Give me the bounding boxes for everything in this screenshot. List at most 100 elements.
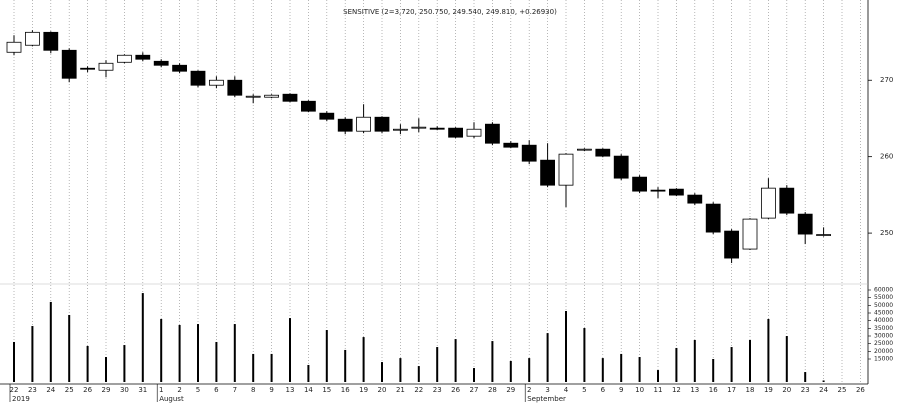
x-tick-label: 9: [619, 386, 623, 394]
x-tick-label: 6: [214, 386, 219, 394]
candle-body: [761, 187, 776, 219]
y-tick-label: 45000: [874, 310, 893, 317]
volume-bar: [381, 362, 383, 382]
candle-body: [724, 230, 739, 259]
candle-body: [227, 79, 243, 96]
y-tick-label: 50000: [874, 302, 893, 309]
volume-bar: [638, 357, 641, 382]
candle-body: [650, 189, 666, 192]
x-tick-label: 21: [396, 386, 405, 394]
x-tick-label: 5: [196, 386, 200, 394]
x-tick-label: 7: [233, 386, 237, 394]
volume-bar: [657, 370, 659, 382]
x-tick-label: 20: [782, 386, 791, 394]
volume-bar: [233, 324, 236, 382]
volume-bar: [325, 330, 328, 382]
y-tick-label: 250: [880, 229, 893, 237]
candle-body: [577, 148, 592, 151]
candle-body: [411, 126, 427, 129]
volume-bar: [693, 339, 696, 382]
month-label: August: [159, 395, 184, 403]
volume-bar: [491, 341, 494, 382]
x-tick-label: 13: [690, 386, 699, 394]
x-tick-label: 18: [746, 386, 755, 394]
x-tick-label: 20: [378, 386, 387, 394]
candle-body: [172, 64, 188, 72]
volume-bar: [160, 318, 163, 382]
volume-bar: [344, 349, 347, 382]
candle-body: [632, 176, 647, 192]
volume-bar: [178, 324, 181, 382]
x-tick-label: 2: [527, 386, 531, 394]
candle-body: [98, 62, 114, 71]
candle-body: [503, 142, 519, 148]
volume-bar: [289, 318, 291, 382]
x-tick-label: 27: [470, 386, 479, 394]
x-tick-label: 23: [433, 386, 442, 394]
volume-bar: [565, 311, 567, 382]
month-label: September: [527, 395, 566, 403]
candle-body: [595, 148, 611, 157]
candle-body: [43, 31, 59, 51]
y-tick-label: 30000: [874, 333, 893, 340]
candle-body: [484, 123, 500, 144]
volume-bar: [822, 380, 825, 382]
x-tick-label: 2: [177, 386, 181, 394]
candle-body: [80, 67, 95, 70]
candle-body: [61, 49, 77, 79]
volume-bar: [197, 324, 199, 382]
candle-body: [24, 31, 40, 46]
y-tick-label: 35000: [874, 325, 893, 332]
x-tick-label: 17: [727, 386, 736, 394]
x-tick-label: 13: [286, 386, 295, 394]
candle-body: [466, 128, 482, 137]
candle-body: [687, 194, 703, 204]
x-tick-label: 26: [451, 386, 460, 394]
x-tick-label: 11: [654, 386, 663, 394]
volume-bar: [49, 301, 52, 382]
y-tick-label: 55000: [874, 294, 893, 301]
volume-bar: [730, 347, 733, 382]
candle-body: [374, 116, 390, 132]
volume-bar: [362, 337, 365, 382]
chart-title: SENSITIVE (2=3,720, 250.750, 249.540, 24…: [343, 8, 557, 16]
y-tick-label: 270: [880, 76, 893, 84]
volume-bar: [123, 345, 126, 382]
volume-bar: [31, 326, 34, 382]
x-tick-label: 14: [304, 386, 313, 394]
volume-bar: [546, 333, 549, 382]
y-tick-label: 20000: [874, 348, 893, 355]
volume-bar: [141, 293, 144, 382]
y-tick-label: 15000: [874, 356, 893, 363]
month-label: 2019: [12, 395, 30, 403]
candle-body: [245, 95, 261, 98]
x-tick-label: 26: [83, 386, 92, 394]
candle-body: [429, 127, 445, 130]
volume-bar: [13, 341, 15, 382]
x-tick-label: 24: [819, 386, 828, 394]
volume-bar: [804, 372, 807, 382]
candle-body: [669, 188, 684, 196]
x-tick-label: 25: [838, 386, 847, 394]
y-tick-label: 60000: [874, 287, 893, 294]
x-tick-label: 12: [672, 386, 681, 394]
x-tick-label: 25: [65, 386, 74, 394]
x-tick-label: 19: [359, 386, 368, 394]
x-tick-label: 22: [414, 386, 423, 394]
x-tick-label: 5: [582, 386, 586, 394]
y-tick-label: 25000: [874, 340, 893, 347]
candle-body: [742, 218, 758, 250]
candle-body: [521, 144, 537, 162]
candle-body: [208, 79, 224, 86]
volume-bar: [454, 339, 457, 382]
x-tick-label: 23: [801, 386, 810, 394]
x-tick-label: 16: [709, 386, 718, 394]
volume-bar: [583, 328, 586, 382]
candle-body: [705, 203, 721, 233]
x-tick-label: 10: [635, 386, 644, 394]
candle-body: [797, 213, 813, 235]
volume-bar: [509, 360, 512, 382]
candle-body: [779, 187, 795, 214]
volume-bar: [473, 368, 475, 382]
